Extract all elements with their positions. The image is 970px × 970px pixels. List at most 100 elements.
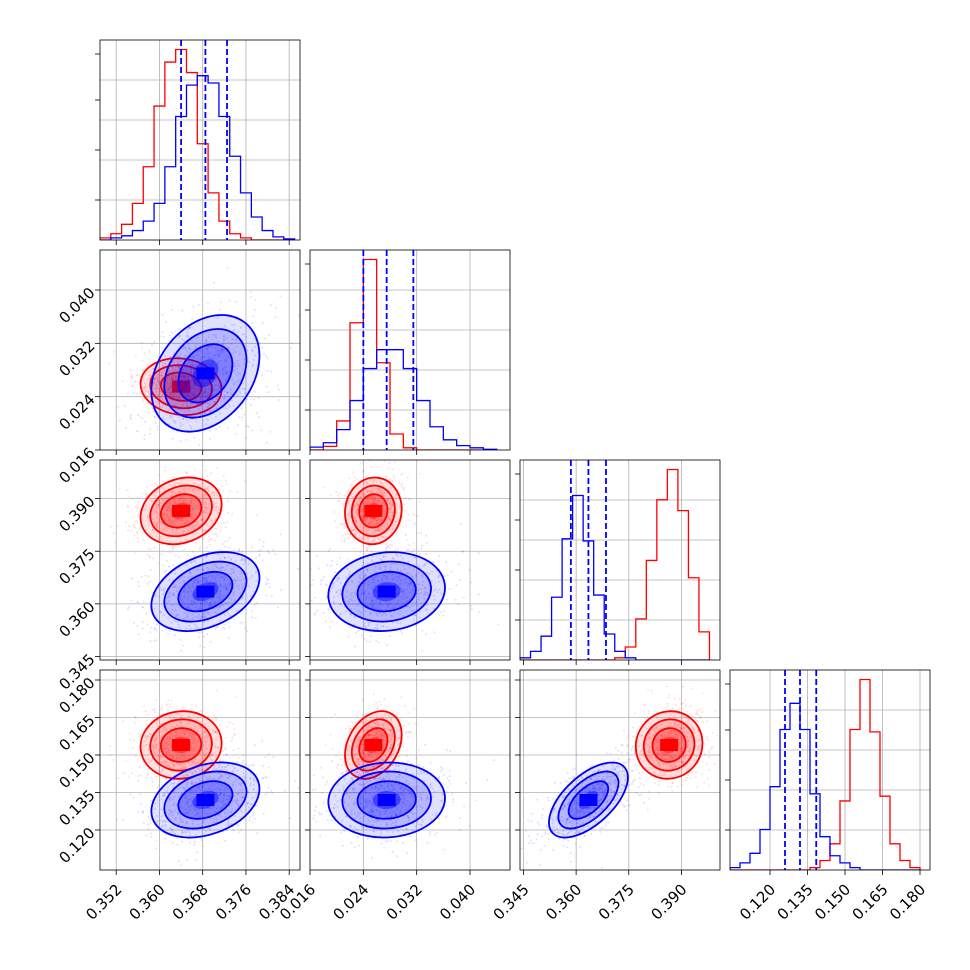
scatter-point: [387, 498, 389, 501]
scatter-point: [386, 546, 389, 548]
scatter-point: [177, 811, 180, 814]
scatter-point: [203, 450, 205, 452]
scatter-point: [344, 525, 347, 528]
scatter-point: [192, 383, 195, 386]
scatter-point: [117, 777, 120, 779]
scatter-point: [352, 528, 355, 531]
scatter-point: [175, 378, 177, 380]
scatter-point: [169, 514, 172, 517]
scatter-point: [180, 716, 182, 719]
scatter-point: [202, 361, 204, 363]
scatter-point: [391, 468, 394, 471]
scatter-point: [235, 585, 238, 588]
scatter-point: [311, 583, 313, 586]
scatter-point: [228, 601, 230, 603]
scatter-point: [189, 372, 192, 375]
scatter-point: [186, 774, 189, 777]
scatter-point: [127, 506, 130, 508]
scatter-point: [163, 499, 166, 502]
scatter-point: [255, 772, 258, 775]
scatter-point: [156, 507, 159, 510]
scatter-point: [191, 790, 194, 793]
scatter-point: [332, 582, 335, 585]
scatter-point: [353, 515, 356, 518]
scatter-point: [205, 740, 208, 743]
scatter-point: [165, 703, 168, 706]
scatter-point: [360, 493, 363, 496]
scatter-point: [377, 517, 380, 520]
scatter-point: [362, 470, 365, 473]
scatter-point: [360, 573, 363, 576]
scatter-point: [186, 404, 189, 407]
scatter-point: [237, 824, 240, 827]
scatter-point: [193, 384, 196, 387]
scatter-point: [363, 493, 366, 496]
scatter-point: [139, 734, 142, 737]
scatter-point: [388, 603, 391, 606]
scatter-point: [360, 508, 363, 511]
scatter-point: [253, 779, 255, 782]
scatter-point: [221, 485, 224, 488]
scatter-point: [185, 472, 188, 474]
scatter-point: [389, 514, 392, 517]
scatter-point: [184, 393, 187, 396]
scatter-point: [356, 479, 359, 481]
scatter-point: [239, 784, 242, 787]
scatter-point: [391, 573, 394, 576]
scatter-point: [174, 751, 177, 754]
scatter-point: [207, 485, 209, 488]
scatter-point: [195, 704, 197, 707]
scatter-point: [161, 820, 164, 823]
scatter-point: [194, 803, 197, 806]
scatter-point: [250, 595, 253, 598]
scatter-point: [164, 820, 167, 823]
scatter-point: [170, 810, 172, 813]
scatter-point: [179, 497, 182, 500]
scatter-point: [265, 594, 268, 597]
scatter-point: [363, 592, 366, 595]
scatter-point: [177, 518, 180, 521]
scatter-point: [386, 499, 389, 502]
scatter-point: [178, 556, 181, 558]
scatter-point: [168, 740, 171, 743]
scatter-point: [181, 831, 184, 834]
scatter-point: [161, 330, 164, 333]
scatter-point: [201, 518, 204, 521]
scatter-point: [177, 532, 180, 535]
scatter-point: [178, 733, 181, 736]
scatter-point: [179, 498, 182, 501]
scatter-point: [167, 742, 169, 745]
scatter-point: [165, 529, 168, 532]
scatter-point: [246, 801, 249, 804]
scatter-point: [380, 536, 383, 539]
scatter-point: [154, 802, 157, 805]
scatter-point: [192, 528, 195, 531]
scatter-point: [198, 777, 201, 780]
scatter-point: [159, 335, 162, 338]
scatter-point: [184, 767, 187, 770]
scatter-point: [176, 621, 179, 624]
scatter-point: [352, 547, 355, 550]
scatter-point: [174, 375, 177, 378]
scatter-point: [362, 509, 365, 512]
scatter-point: [185, 401, 188, 403]
scatter-point: [128, 495, 131, 498]
scatter-point: [200, 405, 202, 408]
scatter-point: [172, 374, 175, 377]
scatter-point: [185, 482, 188, 485]
scatter-point: [172, 782, 175, 785]
scatter-point: [180, 767, 183, 770]
scatter-point: [224, 773, 227, 776]
scatter-point: [183, 579, 186, 582]
scatter-point: [198, 598, 200, 601]
scatter-point: [207, 806, 210, 809]
scatter-point: [366, 482, 369, 485]
scatter-point: [192, 760, 195, 763]
scatter-point: [210, 360, 213, 363]
scatter-point: [411, 575, 414, 578]
scatter-point: [193, 554, 196, 557]
scatter-point: [230, 568, 233, 571]
scatter-point: [230, 572, 233, 575]
scatter-point: [207, 489, 210, 492]
scatter-point: [195, 403, 198, 406]
